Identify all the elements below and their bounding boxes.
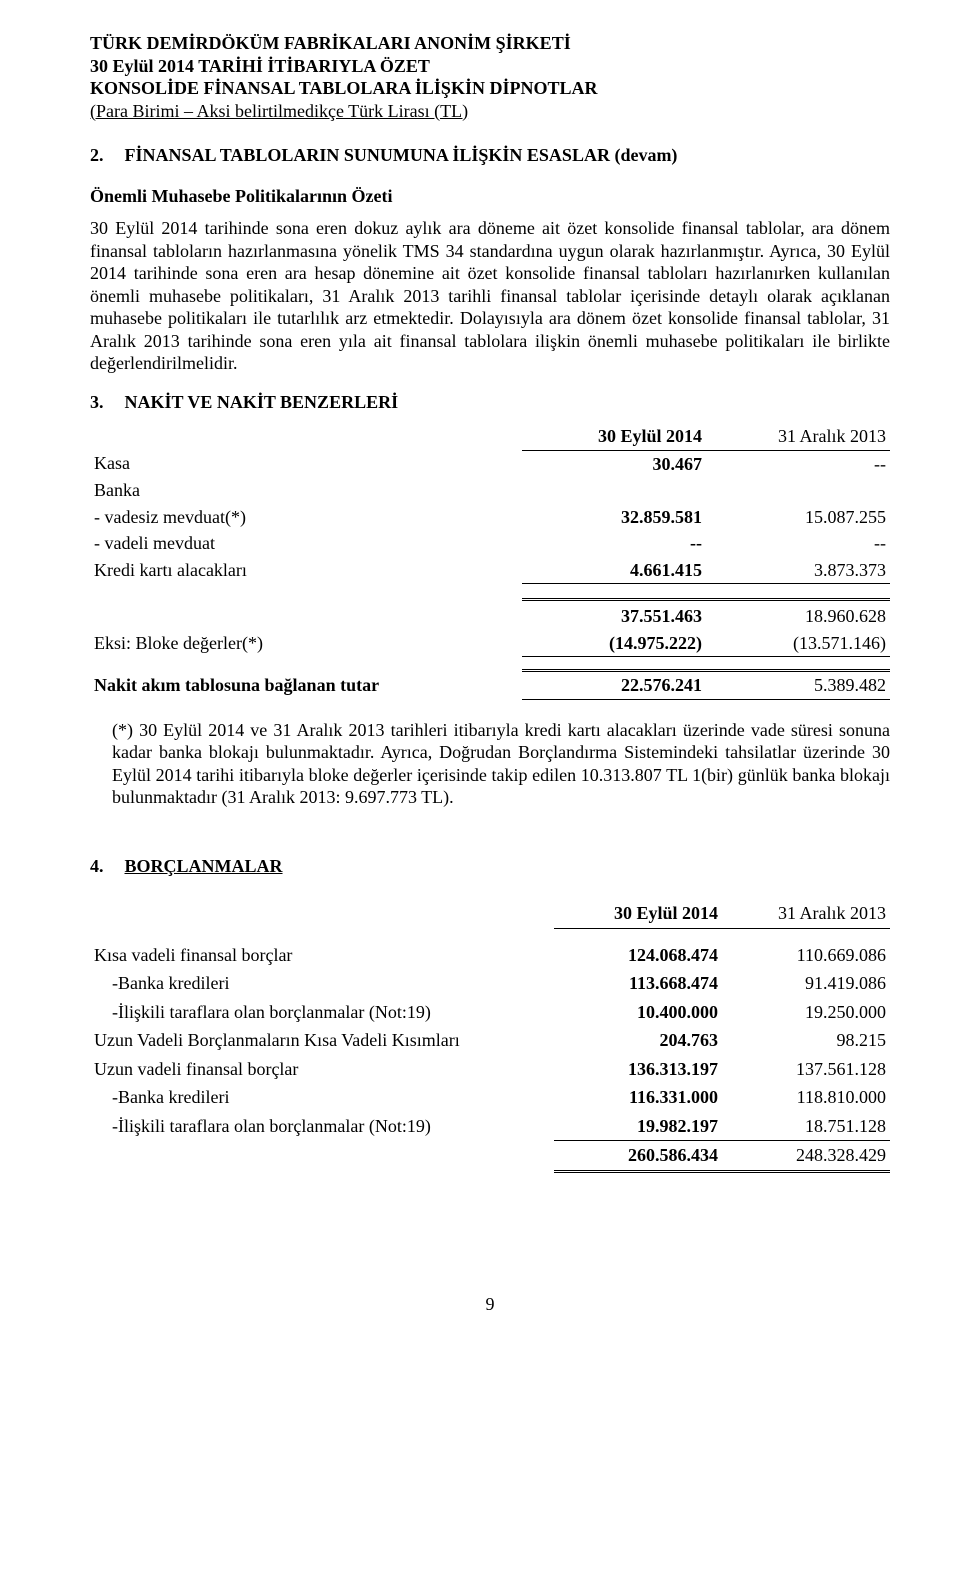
cell-a: 136.313.197: [554, 1055, 722, 1084]
company-name: TÜRK DEMİRDÖKÜM FABRİKALARI ANONİM ŞİRKE…: [90, 32, 890, 55]
cell-label: Eksi: Bloke değerler(*): [90, 630, 522, 657]
table-row: -İlişkili taraflara olan borçlanmalar (N…: [90, 1112, 890, 1141]
table-cash-body: Kasa 30.467 -- Banka - vadesiz mevduat(*…: [90, 450, 890, 701]
table-cash-col1-header: 30 Eylül 2014: [522, 423, 706, 450]
section-3-footnote: (*) 30 Eylül 2014 ve 31 Aralık 2013 tari…: [112, 719, 890, 809]
table-row: -Banka kredileri 116.331.000 118.810.000: [90, 1083, 890, 1112]
table-borrowings: 30 Eylül 2014 31 Aralık 2013 Kısa vadeli…: [90, 899, 890, 1173]
cell-label: -İlişkili taraflara olan borçlanmalar (N…: [90, 998, 554, 1027]
doc-line: KONSOLİDE FİNANSAL TABLOLARA İLİŞKİN DİP…: [90, 77, 890, 100]
cell-b: 137.561.128: [722, 1055, 890, 1084]
table-row: Uzun Vadeli Borçlanmaların Kısa Vadeli K…: [90, 1026, 890, 1055]
cell-b: 18.751.128: [722, 1112, 890, 1141]
section-4-number: 4.: [90, 855, 120, 878]
cell-a: 22.576.241: [522, 671, 706, 700]
table-row: Banka: [90, 477, 890, 504]
section-3-title: NAKİT VE NAKİT BENZERLERİ: [125, 392, 399, 412]
table-row: Kasa 30.467 --: [90, 450, 890, 477]
cell-a: 260.586.434: [554, 1141, 722, 1172]
cell-a: 10.400.000: [554, 998, 722, 1027]
cell-label: - vadesiz mevduat(*): [90, 504, 522, 531]
section-4: 4. BORÇLANMALAR 30 Eylül 2014 31 Aralık …: [90, 855, 890, 1173]
table-cash: 30 Eylül 2014 31 Aralık 2013 Kasa 30.467…: [90, 423, 890, 701]
cell-a: 204.763: [554, 1026, 722, 1055]
cell-label: Kredi kartı alacakları: [90, 557, 522, 584]
cell-label: -İlişkili taraflara olan borçlanmalar (N…: [90, 1112, 554, 1141]
rule-row: [90, 699, 890, 701]
page-number: 9: [90, 1293, 890, 1316]
spacer-row: [90, 657, 890, 671]
cell-b: 15.087.255: [706, 504, 890, 531]
date-line: 30 Eylül 2014 TARİHİ İTİBARIYLA ÖZET: [90, 55, 890, 78]
cell-a: 30.467: [522, 450, 706, 477]
cell-b: 18.960.628: [706, 600, 890, 630]
spacer-row: [90, 584, 890, 600]
section-2-paragraph: 30 Eylül 2014 tarihinde sona eren dokuz …: [90, 217, 890, 375]
cell-b: 110.669.086: [722, 941, 890, 970]
cell-label: - vadeli mevduat: [90, 530, 522, 557]
cell-label: Uzun vadeli finansal borçlar: [90, 1055, 554, 1084]
cell-a: 4.661.415: [522, 557, 706, 584]
currency-line: (Para Birimi – Aksi belirtilmedikçe Türk…: [90, 100, 890, 123]
cell-b: --: [706, 530, 890, 557]
cell-a: 19.982.197: [554, 1112, 722, 1141]
table-cash-empty-header: [90, 423, 522, 450]
cell-label: [90, 1141, 554, 1172]
less-row: Eksi: Bloke değerler(*) (14.975.222) (13…: [90, 630, 890, 657]
table-borrowings-empty-header: [90, 899, 554, 928]
cell-b: (13.571.146): [706, 630, 890, 657]
document-page: TÜRK DEMİRDÖKÜM FABRİKALARI ANONİM ŞİRKE…: [0, 0, 960, 1355]
cell-a: 116.331.000: [554, 1083, 722, 1112]
cell-b: 248.328.429: [722, 1141, 890, 1172]
cell-a: (14.975.222): [522, 630, 706, 657]
cell-b: 98.215: [722, 1026, 890, 1055]
cell-b: 5.389.482: [706, 671, 890, 700]
cell-b: --: [706, 450, 890, 477]
cell-label: Uzun Vadeli Borçlanmaların Kısa Vadeli K…: [90, 1026, 554, 1055]
section-2: 2. FİNANSAL TABLOLARIN SUNUMUNA İLİŞKİN …: [90, 144, 890, 375]
table-borrowings-body: Kısa vadeli finansal borçlar 124.068.474…: [90, 928, 890, 1171]
table-row: Kredi kartı alacakları 4.661.415 3.873.3…: [90, 557, 890, 584]
net-row: Nakit akım tablosuna bağlanan tutar 22.5…: [90, 671, 890, 700]
table-row: - vadeli mevduat -- --: [90, 530, 890, 557]
cell-label: Kısa vadeli finansal borçlar: [90, 941, 554, 970]
cell-label: -Banka kredileri: [90, 1083, 554, 1112]
cell-label: Banka: [90, 477, 522, 504]
table-row: -Banka kredileri 113.668.474 91.419.086: [90, 969, 890, 998]
table-row: Uzun vadeli finansal borçlar 136.313.197…: [90, 1055, 890, 1084]
section-4-title: BORÇLANMALAR: [125, 856, 283, 876]
cell-b: 118.810.000: [722, 1083, 890, 1112]
section-3-number: 3.: [90, 391, 120, 414]
cell-a: 113.668.474: [554, 969, 722, 998]
table-borrowings-col2-header: 31 Aralık 2013: [722, 899, 890, 928]
subtotal-row: 37.551.463 18.960.628: [90, 600, 890, 630]
table-cash-col2-header: 31 Aralık 2013: [706, 423, 890, 450]
section-3: 3. NAKİT VE NAKİT BENZERLERİ 30 Eylül 20…: [90, 391, 890, 809]
table-row: - vadesiz mevduat(*) 32.859.581 15.087.2…: [90, 504, 890, 531]
section-2-title: FİNANSAL TABLOLARIN SUNUMUNA İLİŞKİN ESA…: [125, 145, 678, 165]
cell-label: Kasa: [90, 450, 522, 477]
spacer-row: [90, 928, 890, 941]
table-row: Kısa vadeli finansal borçlar 124.068.474…: [90, 941, 890, 970]
cell-a: 124.068.474: [554, 941, 722, 970]
total-row: 260.586.434 248.328.429: [90, 1141, 890, 1172]
section-2-subhead: Önemli Muhasebe Politikalarının Özeti: [90, 185, 890, 208]
section-2-number: 2.: [90, 144, 120, 167]
cell-label: [90, 600, 522, 630]
cell-b: 3.873.373: [706, 557, 890, 584]
cell-label: -Banka kredileri: [90, 969, 554, 998]
cell-b: [706, 477, 890, 504]
document-header: TÜRK DEMİRDÖKÜM FABRİKALARI ANONİM ŞİRKE…: [90, 32, 890, 122]
cell-b: 19.250.000: [722, 998, 890, 1027]
cell-a: 32.859.581: [522, 504, 706, 531]
cell-a: --: [522, 530, 706, 557]
cell-a: 37.551.463: [522, 600, 706, 630]
cell-b: 91.419.086: [722, 969, 890, 998]
table-borrowings-col1-header: 30 Eylül 2014: [554, 899, 722, 928]
table-row: -İlişkili taraflara olan borçlanmalar (N…: [90, 998, 890, 1027]
cell-a: [522, 477, 706, 504]
cell-label: Nakit akım tablosuna bağlanan tutar: [90, 671, 522, 700]
